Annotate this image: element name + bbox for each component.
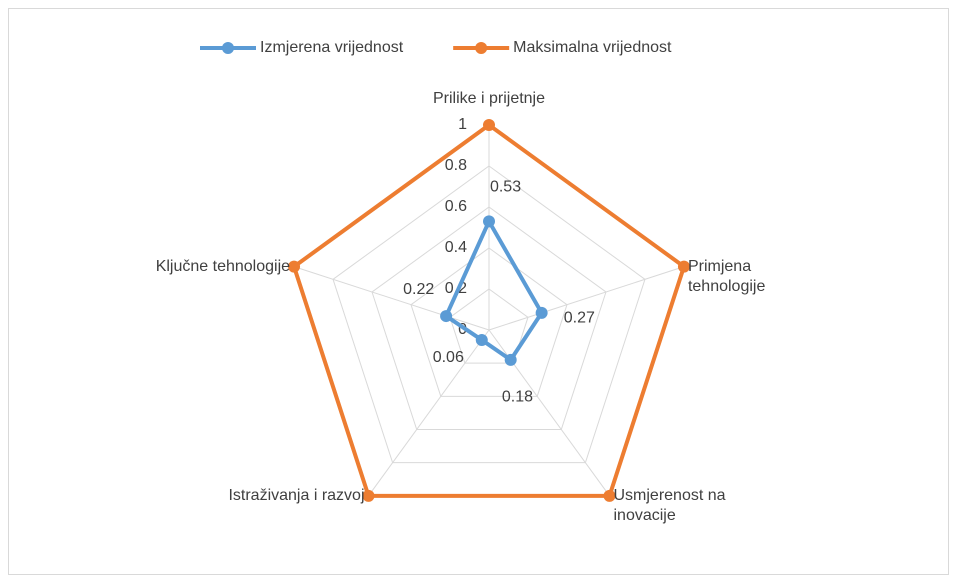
category-label: Primjena tehnologije: [687, 257, 766, 295]
legend-marker: [222, 42, 234, 54]
y-tick-label: 0.6: [445, 198, 467, 215]
marker: [603, 489, 616, 502]
grid-line: [449, 288, 529, 364]
category-label: Istraživanja i razvoj: [228, 486, 365, 504]
marker: [504, 353, 517, 366]
y-tick-label: 1: [458, 116, 467, 133]
axis-line: [488, 266, 685, 331]
category-label: Usmjerenost na inovacije: [613, 486, 726, 524]
grid-line: [332, 165, 646, 464]
y-tick-label: 0.8: [445, 157, 467, 174]
y-tick-label: 0: [458, 321, 467, 338]
marker: [483, 119, 495, 131]
grid-line: [371, 206, 607, 431]
grid-line: [410, 247, 568, 397]
axis-line: [368, 329, 490, 497]
chart-frame: [8, 8, 949, 575]
data-label: 0.06: [433, 349, 464, 366]
legend-marker: [475, 42, 488, 54]
marker: [483, 215, 495, 228]
y-tick-label: 0.4: [445, 239, 467, 256]
legend-label: Maksimalna vrijednost: [513, 39, 672, 56]
marker: [677, 260, 690, 273]
marker: [288, 260, 301, 273]
data-label: 0.27: [564, 309, 595, 326]
axis-line: [293, 266, 490, 331]
data-label: 0.22: [403, 281, 434, 298]
series-line: [292, 123, 686, 498]
legend-label: Izmjerena vrijednost: [260, 39, 404, 56]
data-label: 0.18: [502, 388, 533, 405]
category-label: Ključne tehnologije: [155, 257, 291, 275]
category-label: Prilike i prijetnje: [432, 90, 546, 107]
marker: [475, 333, 488, 346]
marker: [535, 306, 548, 319]
marker: [362, 489, 375, 502]
series-line: [444, 219, 544, 362]
data-label: 0.53: [490, 178, 521, 195]
marker: [440, 310, 453, 323]
